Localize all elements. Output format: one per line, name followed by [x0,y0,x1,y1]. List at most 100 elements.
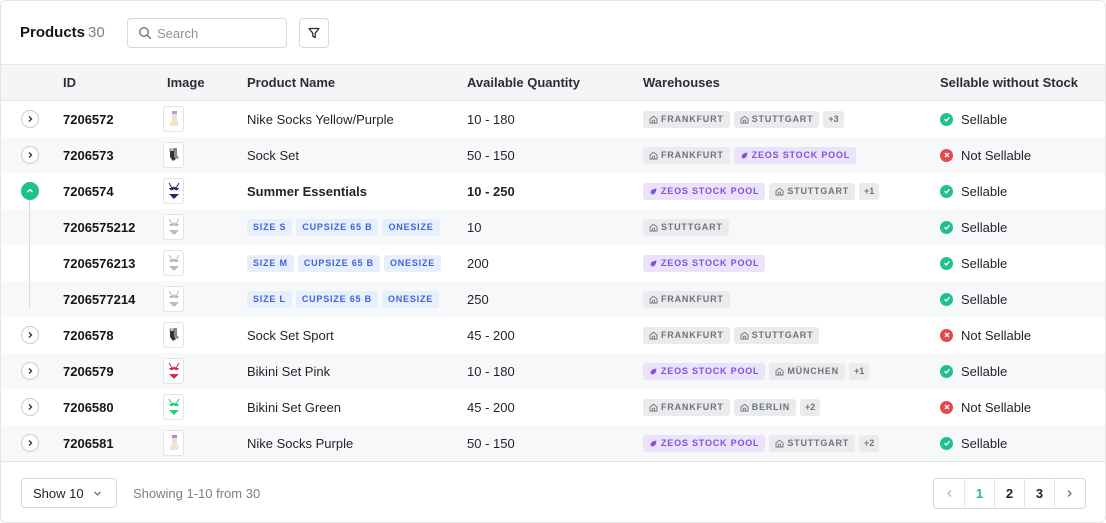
product-id: 7206572 [63,111,114,127]
product-name[interactable]: Sock Set [247,147,300,163]
product-name[interactable]: Bikini Set Pink [247,363,331,379]
search-icon [138,26,152,40]
column-header-available-quantity[interactable]: Available Quantity [467,75,580,90]
warehouse-tag: BERLIN [733,398,797,416]
product-image [163,137,184,173]
table-row[interactable]: 7206574 Summer Essentials 10 - 250 ZEOS STO… [1,173,1105,209]
warehouse-icon [740,331,749,339]
expand-button[interactable] [21,110,39,128]
table-row[interactable]: 7206580 Bikini Set Green 45 - 200 FRANKFURT… [1,389,1105,425]
expand-button[interactable] [21,326,39,344]
expand-toggle[interactable] [20,101,40,137]
table-row[interactable]: 7206581 Nike Socks Purple 50 - 150 ZEOS STO… [1,425,1105,461]
warehouses-cell: FRANKFURT BERLIN +2 [643,389,821,425]
sellable-status: Sellable [940,101,1007,137]
sellable-label: Sellable [961,219,1008,235]
column-header-id[interactable]: ID [63,75,76,90]
product-id: 7206581 [63,435,114,451]
sellable-label: Sellable [961,183,1008,199]
expand-toggle[interactable] [20,425,40,461]
search-input[interactable] [157,24,281,42]
warehouse-tag: STUTTGART [733,326,820,344]
sellable-label: Not Sellable [961,399,1032,415]
page-button-2[interactable]: 2 [994,479,1024,508]
expand-button[interactable] [21,398,39,416]
stock-pool-icon [650,368,657,374]
more-warehouses-badge[interactable]: +3 [823,110,844,128]
more-warehouses-badge[interactable]: +2 [859,434,880,452]
variant-row[interactable]: 7206575212 SIZE S CUPSIZE 65 B ONESIZE 10 STU… [1,209,1105,245]
filter-button[interactable] [299,18,329,48]
sellable-label: Sellable [961,363,1008,379]
page-button-3[interactable]: 3 [1024,479,1054,508]
more-warehouses-badge[interactable]: +1 [859,182,880,200]
variant-attributes: SIZE S CUPSIZE 65 B ONESIZE [247,209,444,245]
expand-button[interactable] [21,146,39,164]
warehouses-cell: ZEOS STOCK POOL [643,245,766,281]
more-warehouses-badge[interactable]: +2 [800,398,821,416]
warehouses-cell: STUTTGART [643,209,729,245]
expand-toggle[interactable] [20,173,40,209]
expand-button[interactable] [21,362,39,380]
warehouse-icon [649,403,658,411]
tree-connector-line [29,200,30,309]
product-name[interactable]: Sock Set Sport [247,327,334,343]
available-quantity: 10 - 250 [467,183,515,199]
expand-toggle[interactable] [20,389,40,425]
table-row[interactable]: 7206572 Nike Socks Yellow/Purple 10 - 180 F… [1,101,1105,137]
variant-attributes: SIZE L CUPSIZE 65 B ONESIZE [247,281,443,317]
product-name[interactable]: Nike Socks Purple [247,435,354,451]
product-thumbnail [163,322,184,348]
chevron-down-icon [94,491,101,496]
product-name[interactable]: Bikini Set Green [247,399,341,415]
warehouse-label: STUTTGART [787,186,850,196]
product-name[interactable]: Summer Essentials [247,183,367,199]
variant-tag: ONESIZE [381,290,440,308]
next-page-button[interactable] [1054,479,1084,508]
available-quantity: 10 - 180 [467,111,515,127]
warehouse-tag: FRANKFURT [643,110,730,128]
available-quantity: 50 - 150 [467,147,515,163]
check-icon [943,116,950,123]
table-row[interactable]: 7206578 Sock Set Sport 45 - 200 FRANKFURT ST… [1,317,1105,353]
more-warehouses-badge[interactable]: +1 [848,362,870,380]
warehouse-tag: FRANKFURT [643,146,730,164]
prev-page-button[interactable] [934,479,964,508]
table-row[interactable]: 7206579 Bikini Set Pink 10 - 180 ZEOS STOCK… [1,353,1105,389]
search-box[interactable] [127,18,287,48]
sellable-status: Sellable [940,281,1007,317]
column-header-sellable[interactable]: Sellable without Stock [940,75,1078,90]
warehouse-icon [775,439,784,447]
page-button-1[interactable]: 1 [964,479,994,508]
product-id: 7206576213 [63,255,136,271]
product-image [163,317,184,353]
page-size-select[interactable]: Show 10 [21,478,117,508]
column-header-warehouses[interactable]: Warehouses [643,75,720,90]
check-icon [943,188,950,195]
warehouse-tag: FRANKFURT [643,398,730,416]
product-image [163,245,184,281]
product-name[interactable]: Nike Socks Yellow/Purple [247,111,394,127]
expand-toggle[interactable] [20,137,40,173]
product-id: 7206578 [63,327,114,343]
product-image [163,281,184,317]
warehouse-label: FRANKFURT [661,294,724,304]
toolbar: Products 30 [1,1,1105,64]
table-row[interactable]: 7206573 Sock Set 50 - 150 FRANKFURT ZEOS STO… [1,137,1105,173]
expand-button[interactable] [21,434,39,452]
variant-row[interactable]: 7206577214 SIZE L CUPSIZE 65 B ONESIZE 250 FR… [1,281,1105,317]
column-header-product-name[interactable]: Product Name [247,75,336,90]
warehouse-icon [649,295,658,303]
expand-button[interactable] [21,182,39,200]
expand-toggle[interactable] [20,317,40,353]
product-thumbnail [163,250,184,276]
variant-row[interactable]: 7206576213 SIZE M CUPSIZE 65 B ONESIZE 200 ZE… [1,245,1105,281]
product-thumbnail [163,106,184,132]
product-image [163,353,184,389]
expand-toggle[interactable] [20,353,40,389]
warehouse-tag: ZEOS STOCK POOL [643,362,766,380]
chevron-right-icon [28,332,33,338]
product-image [163,173,184,209]
warehouse-icon [649,223,658,231]
warehouse-tag: FRANKFURT [643,326,730,344]
